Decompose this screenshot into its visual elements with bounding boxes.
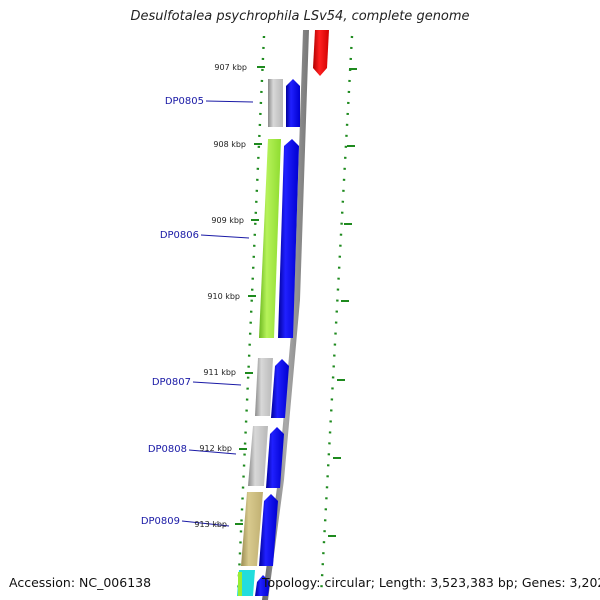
cds-arrow <box>266 427 284 488</box>
accession-text: Accession: NC_006138 <box>9 575 152 590</box>
gray-feature <box>268 79 283 127</box>
scale-label-909: 909 kbp <box>211 216 244 225</box>
gene-label-dp0806: DP0806 <box>160 230 199 241</box>
cds-arrow <box>255 575 270 596</box>
scale-label-913: 913 kbp <box>194 520 227 529</box>
gene-label-dp0805: DP0805 <box>165 96 204 107</box>
cds-track <box>255 79 300 596</box>
cds-arrow <box>271 359 289 418</box>
cds-arrow <box>278 139 299 338</box>
cds-arrow <box>259 494 278 566</box>
scale-label-908: 908 kbp <box>213 140 246 149</box>
gene-label-dp0808: DP0808 <box>148 444 187 455</box>
khaki-feature <box>241 492 263 566</box>
gene-label-dp0807: DP0807 <box>152 377 191 388</box>
genome-backbone <box>262 30 309 600</box>
gene-label-dp0809: DP0809 <box>141 516 180 527</box>
cds-arrow <box>286 79 300 127</box>
gray-feature <box>248 426 268 486</box>
scale-ticks-left <box>235 66 265 525</box>
map-title: Desulfotalea psychrophila LSv54, complet… <box>130 9 470 24</box>
gene-labels: DP0805 DP0806 DP0807 DP0808 DP0809 <box>141 96 204 527</box>
scale-label-910: 910 kbp <box>207 292 240 301</box>
scale-ticks-right <box>328 68 357 537</box>
gene-label-leaders <box>181 100 254 527</box>
scale-label-912: 912 kbp <box>199 444 232 453</box>
feature-track-upper <box>237 79 283 596</box>
scale-label-911: 911 kbp <box>203 368 236 377</box>
gray-feature <box>255 358 273 416</box>
topology-text: Topology: circular; Length: 3,523,383 bp… <box>262 575 600 590</box>
red-feature-arrow <box>313 30 329 76</box>
scale-labels: 907 kbp 908 kbp 909 kbp 910 kbp 911 kbp … <box>194 63 247 529</box>
green-feature-small <box>238 572 242 596</box>
green-feature <box>259 139 281 338</box>
dotted-track-right <box>319 35 354 597</box>
scale-label-907: 907 kbp <box>214 63 247 72</box>
